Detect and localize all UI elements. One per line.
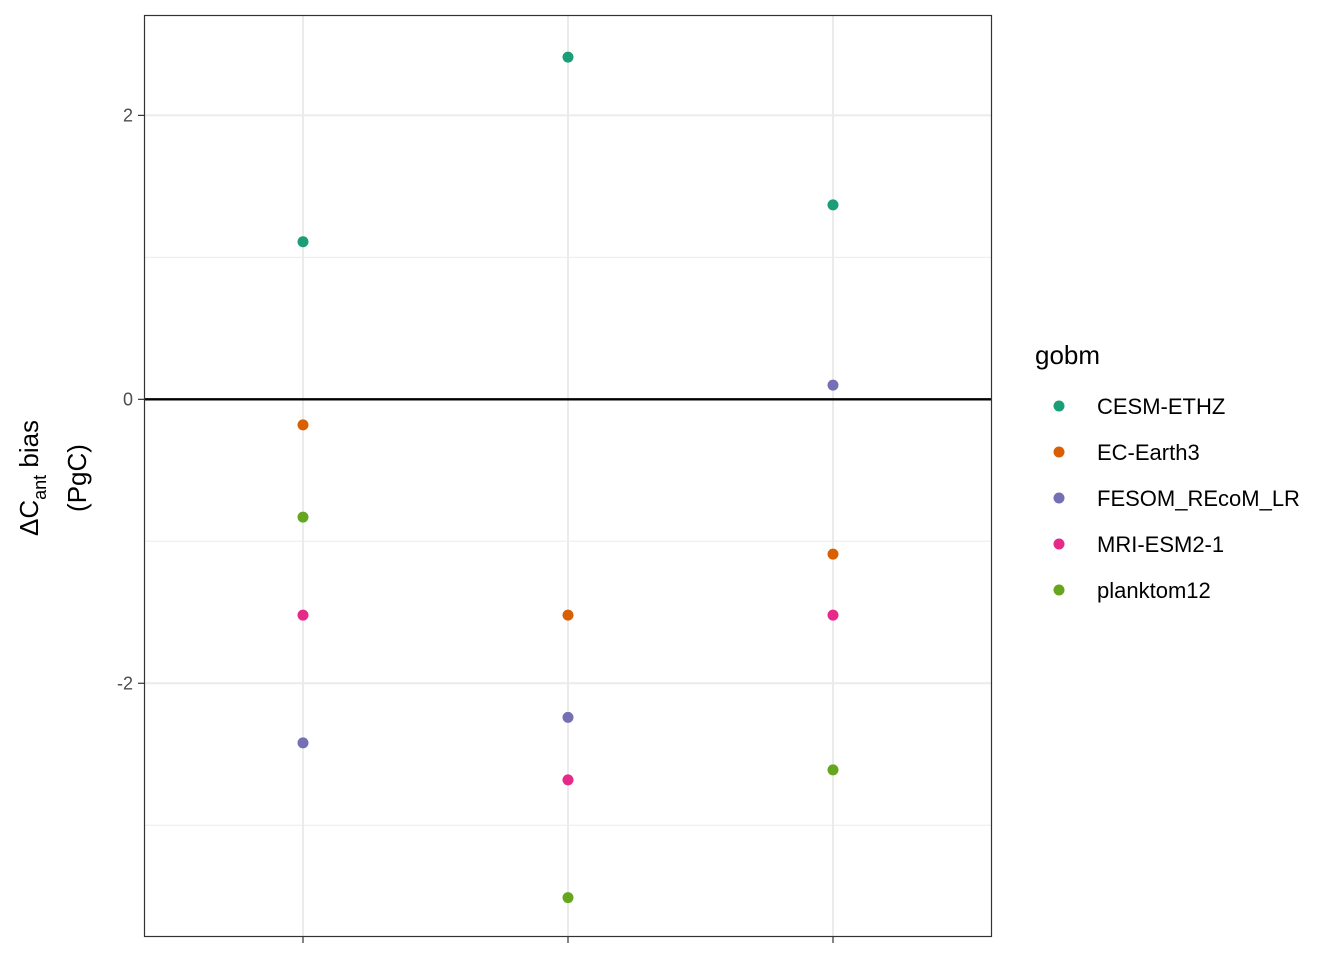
legend-key-ec-earth3 [1053, 446, 1065, 458]
point-fesom-recom-lr-2 [827, 379, 839, 391]
point-cesm-ethz-2 [827, 199, 839, 211]
point-planktom12-1 [562, 892, 574, 904]
point-planktom12-2 [827, 764, 839, 776]
grid [145, 16, 991, 936]
point-cesm-ethz-0 [297, 236, 309, 248]
point-ec-earth3-0 [297, 419, 309, 431]
y-axis-title: ΔCant bias (PgC) [14, 420, 92, 536]
y-tick-label-2: -2 [117, 673, 133, 693]
svg-text:ΔCant bias: ΔCant bias [14, 420, 50, 536]
point-ec-earth3-1 [562, 609, 574, 621]
legend-label-fesom-recom-lr: FESOM_REcoM_LR [1097, 486, 1300, 511]
legend-label-ec-earth3: EC-Earth3 [1097, 440, 1200, 465]
point-fesom-recom-lr-0 [297, 737, 309, 749]
y-axis-unit: (PgC) [62, 444, 92, 512]
point-mri-esm2-1-0 [297, 609, 309, 621]
y-tick-label-0: 2 [123, 105, 133, 125]
legend-key-cesm-ethz [1053, 400, 1065, 412]
point-mri-esm2-1-1 [562, 774, 574, 786]
point-planktom12-0 [297, 511, 309, 523]
legend-title: gobm [1035, 340, 1100, 370]
legend-key-mri-esm2-1 [1053, 538, 1065, 550]
axes: 2 0 -2 [117, 105, 834, 943]
y-tick-label-1: 0 [123, 389, 133, 409]
legend-label-cesm-ethz: CESM-ETHZ [1097, 394, 1225, 419]
point-cesm-ethz-1 [562, 51, 574, 63]
point-fesom-recom-lr-1 [562, 711, 574, 723]
y-axis-symbol: ΔC [14, 500, 44, 536]
legend: gobm CESM-ETHZ EC-Earth3 FESOM_REcoM_LR MRI… [1035, 340, 1300, 603]
point-ec-earth3-2 [827, 548, 839, 560]
legend-label-planktom12: planktom12 [1097, 578, 1211, 603]
point-mri-esm2-1-2 [827, 609, 839, 621]
legend-key-fesom-recom-lr [1053, 492, 1065, 504]
legend-key-planktom12 [1053, 584, 1065, 596]
y-axis-subscript: ant [30, 475, 50, 500]
y-axis-text: bias [14, 420, 44, 475]
data-points [297, 51, 839, 904]
legend-label-mri-esm2-1: MRI-ESM2-1 [1097, 532, 1224, 557]
